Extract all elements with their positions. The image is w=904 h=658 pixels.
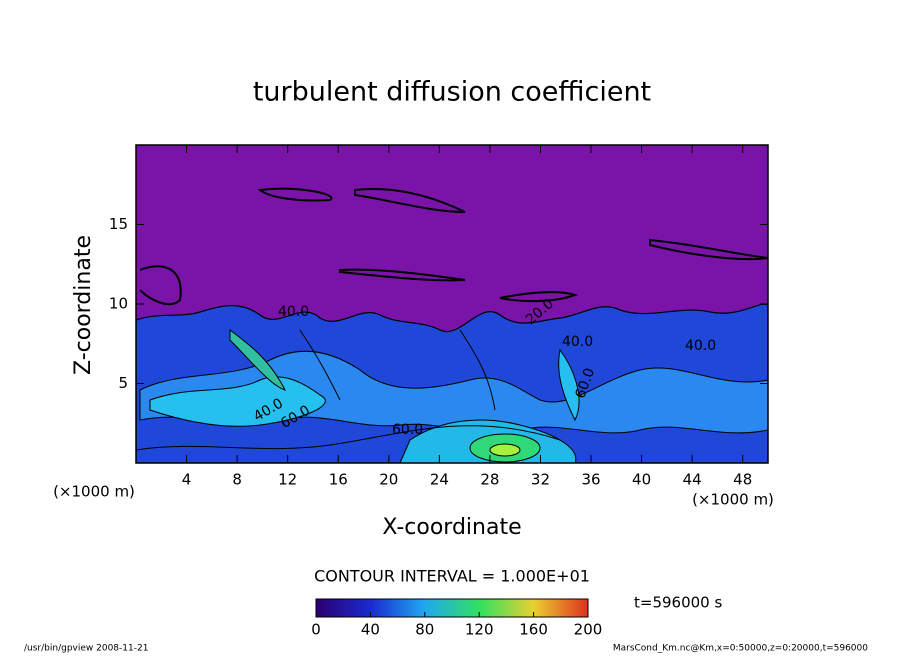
x-axis-label: X-coordinate (382, 515, 521, 540)
footer-right: MarsCond_Km.nc@Km,x=0:50000,z=0:20000,t=… (613, 644, 868, 654)
colorbar-tick-label: 120 (465, 621, 494, 639)
x-unit: (×1000 m) (692, 491, 774, 509)
x-tick-label: 40 (632, 471, 651, 489)
x-tick-label: 20 (379, 471, 398, 489)
x-tick-label: 28 (480, 471, 499, 489)
chart-title: turbulent diffusion coefficient (253, 77, 651, 108)
x-tick-label: 8 (232, 471, 242, 489)
contour-label: 60.0 (392, 422, 423, 438)
x-tick-label: 12 (278, 471, 297, 489)
contour-interval: CONTOUR INTERVAL = 1.000E+01 (314, 567, 590, 586)
x-tick-label: 24 (430, 471, 449, 489)
footer-left: /usr/bin/gpview 2008-11-21 (24, 644, 148, 654)
colorbar-tick-label: 80 (415, 621, 434, 639)
x-unit: (×1000 m) (53, 483, 135, 501)
contour-label: 40.0 (278, 304, 309, 320)
x-tick-label: 36 (581, 471, 600, 489)
y-axis-label: Z-coordinate (71, 235, 96, 375)
y-tick-label: 10 (109, 295, 128, 313)
colorbar-tick-label: 40 (361, 621, 380, 639)
y-tick-label: 5 (118, 374, 128, 392)
time-label: t=596000 s (634, 594, 722, 612)
contour-label: 40.0 (562, 334, 593, 350)
x-tick-label: 48 (733, 471, 752, 489)
colorbar (315, 598, 589, 618)
contour-label: 40.0 (685, 338, 716, 354)
colorbar-tick-label: 200 (574, 621, 603, 639)
x-tick-label: 32 (531, 471, 550, 489)
contour-field (136, 145, 768, 463)
x-tick-label: 16 (329, 471, 348, 489)
colorbar-tick-label: 0 (311, 621, 321, 639)
x-tick-label: 44 (683, 471, 702, 489)
colorbar-tick-label: 160 (519, 621, 548, 639)
y-tick-label: 15 (109, 215, 128, 233)
x-tick-label: 4 (182, 471, 192, 489)
